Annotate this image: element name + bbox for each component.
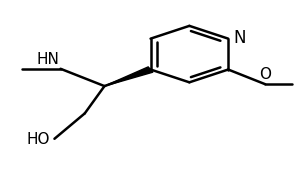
Text: HN: HN [36,52,59,67]
Text: O: O [259,67,271,82]
Polygon shape [104,67,153,86]
Text: HO: HO [26,132,50,147]
Text: N: N [234,29,246,47]
